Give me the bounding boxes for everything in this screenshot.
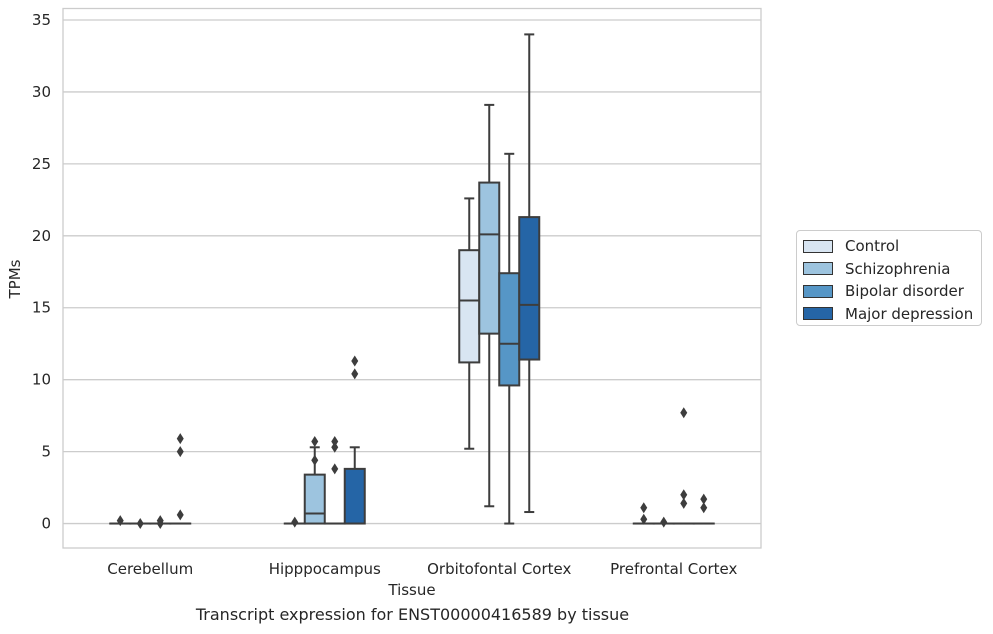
outlier-point	[331, 436, 339, 448]
legend-swatch	[803, 284, 833, 298]
legend-swatch	[803, 239, 833, 253]
box-major-depression	[518, 33, 541, 514]
y-tick-label: 5	[41, 443, 51, 461]
box-major-depression	[169, 433, 192, 525]
outlier-point	[176, 509, 184, 521]
x-tick-labels: Cerebellum Hipppocampus Orbitofontal Corte…	[107, 560, 737, 578]
box-control	[458, 197, 481, 450]
y-tick-label: 30	[32, 83, 51, 101]
box-major-depression	[343, 355, 366, 525]
legend-label: Bipolar disorder	[845, 282, 964, 301]
box-schizophrenia	[652, 516, 675, 528]
outlier-point	[291, 516, 299, 528]
outlier-point	[351, 368, 359, 380]
box-iqr	[343, 467, 366, 525]
outlier-point	[660, 516, 668, 528]
box-iqr	[458, 249, 481, 364]
legend-label: Schizophrenia	[845, 259, 951, 278]
chart-caption: Transcript expression for ENST0000041658…	[195, 605, 630, 624]
legend-label: Major depression	[845, 304, 974, 323]
outlier-point	[176, 433, 184, 445]
legend: Control Schizophrenia Bipolar disorder Majo…	[796, 230, 982, 326]
outlier-point	[700, 493, 708, 505]
box-series	[109, 33, 715, 530]
outlier-point	[351, 355, 359, 367]
box-bipolar-disorder	[149, 515, 172, 530]
box-major-depression	[692, 493, 715, 525]
legend-label: Control	[845, 237, 900, 256]
y-tick-labels: 0 5 10 15 20 25 30 35	[32, 11, 51, 533]
box-schizophrenia	[303, 436, 326, 525]
box-bipolar-disorder	[672, 407, 695, 525]
outlier-point	[700, 502, 708, 514]
outlier-point	[640, 502, 648, 514]
x-axis-label: Tissue	[387, 581, 435, 599]
box-control	[283, 516, 306, 528]
box-iqr	[498, 272, 521, 387]
box-control	[109, 515, 132, 527]
box-schizophrenia	[129, 518, 152, 530]
outlier-point	[331, 463, 339, 475]
outlier-point	[331, 441, 339, 453]
outlier-point	[680, 497, 688, 509]
outlier-point	[136, 518, 144, 530]
box-iqr	[518, 216, 541, 361]
box-bipolar-disorder	[498, 152, 521, 525]
outlier-point	[311, 454, 319, 466]
grid-lines	[63, 19, 761, 525]
y-tick-label: 20	[32, 227, 51, 245]
outlier-point	[156, 515, 164, 527]
y-axis-label: TPMs	[6, 259, 24, 299]
outlier-point	[176, 446, 184, 458]
box-iqr	[478, 181, 501, 335]
outlier-point	[640, 513, 648, 525]
outlier-point	[311, 436, 319, 448]
legend-item: Control	[803, 235, 981, 258]
outlier-point	[116, 515, 124, 527]
x-tick-label: Prefrontal Cortex	[610, 560, 737, 578]
x-tick-label: Orbitofontal Cortex	[427, 560, 571, 578]
legend-swatch	[803, 262, 833, 276]
box-schizophrenia	[478, 103, 501, 508]
y-tick-label: 15	[32, 299, 51, 317]
legend-item: Bipolar disorder	[803, 280, 981, 303]
legend-item: Schizophrenia	[803, 258, 981, 281]
box-iqr	[303, 473, 326, 525]
outlier-point	[680, 407, 688, 419]
plot-area-frame	[62, 7, 762, 549]
x-tick-label: Cerebellum	[107, 560, 193, 578]
box-bipolar-disorder	[323, 436, 346, 525]
legend-swatch	[803, 307, 833, 321]
outlier-point	[680, 489, 688, 501]
y-tick-label: 10	[32, 371, 51, 389]
y-tick-label: 0	[41, 515, 51, 533]
box-control	[632, 502, 655, 525]
y-tick-label: 25	[32, 155, 51, 173]
legend-item: Major depression	[803, 303, 981, 326]
x-tick-label: Hipppocampus	[269, 560, 381, 578]
y-tick-label: 35	[32, 11, 51, 29]
